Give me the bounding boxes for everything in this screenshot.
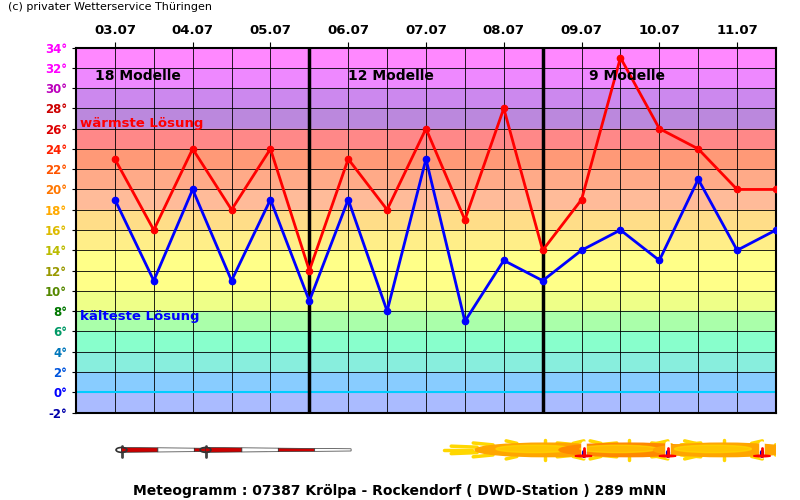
Text: 12 Modelle: 12 Modelle (348, 69, 434, 83)
Circle shape (580, 445, 657, 452)
Circle shape (475, 443, 615, 456)
Bar (76, 392, 776, 412)
Bar (76, 291, 776, 311)
Polygon shape (242, 448, 278, 452)
Circle shape (559, 443, 699, 456)
Bar (76, 149, 776, 169)
Text: Meteogramm : 07387 Krölpa - Rockendorf ( DWD-Station ) 289 mNN: Meteogramm : 07387 Krölpa - Rockendorf (… (134, 484, 666, 498)
Polygon shape (158, 448, 194, 452)
Text: wärmste Lösung: wärmste Lösung (80, 117, 203, 130)
Bar (76, 270, 776, 291)
Bar (76, 230, 776, 250)
Circle shape (754, 455, 770, 457)
Circle shape (659, 455, 676, 457)
Polygon shape (230, 448, 267, 452)
Text: 9 Modelle: 9 Modelle (590, 69, 666, 83)
Polygon shape (122, 448, 158, 452)
Bar (76, 128, 776, 149)
Text: kälteste Lösung: kälteste Lösung (80, 310, 199, 322)
Bar (76, 332, 776, 351)
Bar (76, 352, 776, 372)
Circle shape (575, 455, 592, 457)
Bar (76, 108, 776, 128)
Circle shape (496, 445, 573, 452)
Text: (c) privater Wetterservice Thüringen: (c) privater Wetterservice Thüringen (8, 2, 212, 12)
Polygon shape (314, 448, 351, 452)
Circle shape (654, 443, 794, 456)
Bar (76, 210, 776, 230)
Bar (76, 48, 776, 68)
Polygon shape (206, 448, 242, 452)
Bar (76, 250, 776, 270)
Bar (76, 311, 776, 332)
Bar (76, 68, 776, 88)
Polygon shape (278, 448, 314, 452)
Bar (76, 190, 776, 210)
Bar (76, 169, 776, 190)
Text: 18 Modelle: 18 Modelle (95, 69, 182, 83)
Bar (76, 372, 776, 392)
Polygon shape (194, 448, 230, 452)
Bar (76, 88, 776, 108)
Circle shape (674, 445, 751, 452)
